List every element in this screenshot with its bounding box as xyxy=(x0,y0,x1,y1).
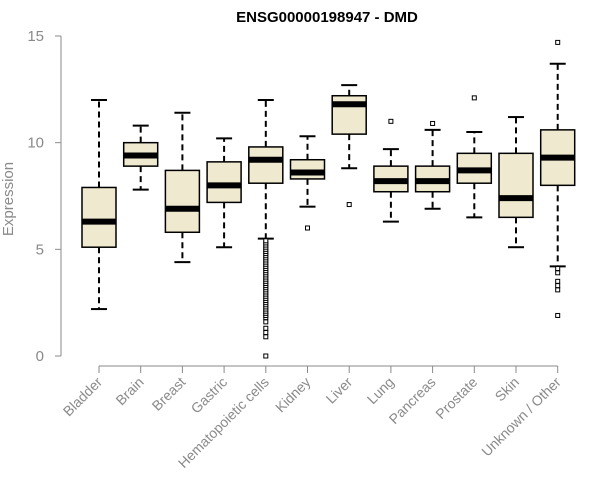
x-tick-label: Prostate xyxy=(432,374,480,422)
outlier-point xyxy=(263,334,269,340)
box-liver xyxy=(331,84,367,208)
iqr-box xyxy=(164,169,201,234)
x-tick-label: Breast xyxy=(149,374,189,414)
outlier-point xyxy=(555,283,561,289)
outlier-point xyxy=(263,325,269,331)
y-tick-label: 5 xyxy=(36,241,44,258)
box-skin xyxy=(498,116,534,249)
x-tick-label: Kidney xyxy=(272,374,314,416)
outlier-point xyxy=(388,118,394,124)
outlier-point xyxy=(555,278,561,284)
x-tick-label: Brain xyxy=(112,374,146,408)
y-axis: 0 5 10 15 xyxy=(27,28,62,365)
box-unknown-other xyxy=(539,39,576,318)
box-pancreas xyxy=(414,120,451,210)
y-tick-label: 10 xyxy=(27,135,44,152)
x-tick-label: Bladder xyxy=(60,374,106,420)
chart-title: ENSG00000198947 - DMD xyxy=(236,9,418,26)
iqr-box xyxy=(206,161,242,204)
outlier-point xyxy=(305,225,310,231)
outlier-point xyxy=(555,312,561,318)
x-tick-label: Liver xyxy=(323,374,356,407)
box-prostate xyxy=(456,95,493,219)
y-axis-title: Expression xyxy=(0,162,17,236)
iqr-box xyxy=(81,186,117,248)
box-brain xyxy=(122,124,159,191)
box-breast xyxy=(164,111,201,264)
y-tick-label: 15 xyxy=(27,28,44,45)
box-lung xyxy=(373,118,409,223)
outlier-point xyxy=(555,39,561,45)
outlier-point xyxy=(263,319,269,325)
box-bladder xyxy=(81,99,117,311)
outlier-point xyxy=(555,287,561,293)
outlier-point xyxy=(555,266,561,272)
box-gastric xyxy=(206,137,242,249)
box-hematopoietic-cells xyxy=(248,99,284,359)
iqr-box xyxy=(289,158,326,180)
x-tick-label: Unknown / Other xyxy=(478,374,564,460)
outlier-point xyxy=(471,95,477,101)
outlier-point xyxy=(346,202,352,208)
outlier-point xyxy=(430,120,436,126)
plot-area xyxy=(81,39,576,359)
box-kidney xyxy=(289,135,326,231)
outlier-point xyxy=(263,238,269,244)
iqr-box xyxy=(498,152,534,219)
outlier-point xyxy=(555,270,561,276)
x-tick-label: Skin xyxy=(492,374,523,405)
y-tick-label: 0 xyxy=(36,348,44,365)
outlier-point xyxy=(263,353,269,359)
x-tick-label: Lung xyxy=(364,374,397,407)
iqr-box xyxy=(248,146,284,184)
outlier-point xyxy=(263,330,269,336)
